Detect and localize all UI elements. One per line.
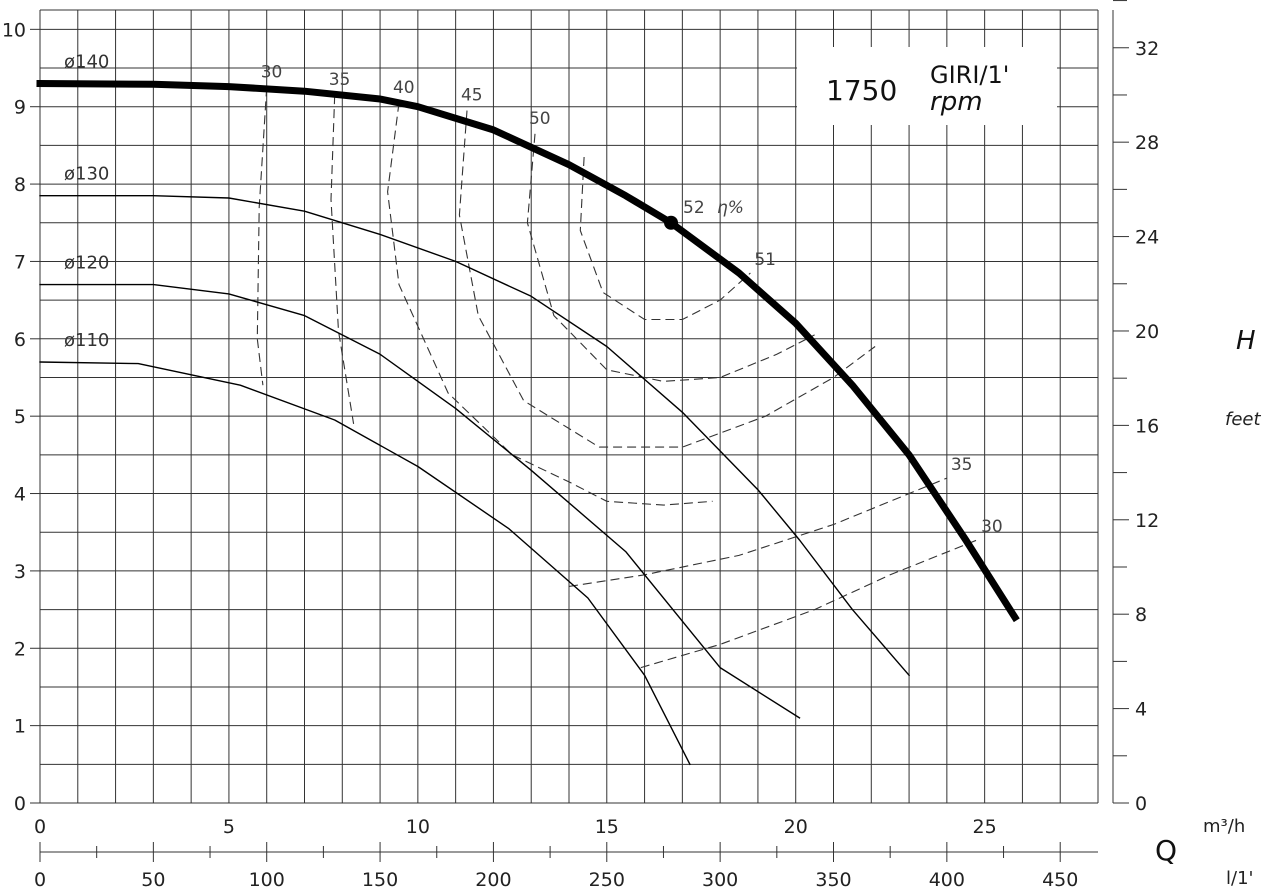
efficiency-curve-35 xyxy=(568,477,948,587)
y-tick-label-right: 32 xyxy=(1135,38,1159,60)
impeller-curve-d120 xyxy=(39,283,801,719)
efficiency-curve-45 xyxy=(458,110,876,448)
efficiency-curve-40 xyxy=(387,102,713,506)
y-tick-label-left: 8 xyxy=(14,174,26,196)
y-tick-label-left: 4 xyxy=(14,484,26,506)
x-tick-label-lmin: 400 xyxy=(929,869,965,891)
impeller-label: ø140 xyxy=(64,51,109,72)
x-axis-title: Q xyxy=(1155,834,1177,867)
efficiency-label-35: 35 xyxy=(951,455,973,475)
y-tick-label-right: 4 xyxy=(1135,699,1147,721)
efficiency-label-30: 30 xyxy=(981,517,1003,537)
efficiency-label-45: 45 xyxy=(461,86,483,106)
efficiency-label-30: 30 xyxy=(261,62,283,82)
efficiency-label-40: 40 xyxy=(393,78,415,98)
x-tick-label-lmin: 150 xyxy=(362,869,398,891)
x-tick-label-lmin: 50 xyxy=(141,869,165,891)
x-tick-label-m3h: 15 xyxy=(595,816,619,838)
efficiency-curve-30 xyxy=(640,539,978,669)
x-tick-label-m3h: 0 xyxy=(34,816,46,838)
x-tick-label-m3h: 25 xyxy=(973,816,997,838)
impeller-curve-d140 xyxy=(36,79,1020,623)
impeller-label: ø130 xyxy=(64,164,109,185)
x-tick-label-lmin: 250 xyxy=(589,869,625,891)
efficiency-label-51: 51 xyxy=(754,250,776,270)
y-tick-label-right: 24 xyxy=(1135,227,1159,249)
x-tick-label-m3h: 10 xyxy=(406,816,430,838)
x-tick-label-lmin: 350 xyxy=(815,869,851,891)
x-tick-label-lmin: 200 xyxy=(475,869,511,891)
speed-unit-top: GIRI/1' xyxy=(930,61,1009,89)
speed-value: 1750 xyxy=(826,74,897,107)
y-tick-label-left: 2 xyxy=(14,638,26,660)
efficiency-curve-51 xyxy=(579,156,751,321)
impeller-curve-d110 xyxy=(39,361,691,766)
efficiency-label-35: 35 xyxy=(329,70,351,90)
impeller-label: ø120 xyxy=(64,253,109,274)
y-tick-label-right: 28 xyxy=(1135,132,1159,154)
y-axis-right-title: H xyxy=(1236,326,1256,356)
y-tick-label-left: 1 xyxy=(14,716,26,738)
y-tick-label-right: 16 xyxy=(1135,415,1159,437)
efficiency-curve-35 xyxy=(330,95,355,424)
impeller-curve-d130 xyxy=(39,194,911,677)
speed-box-background xyxy=(797,47,1057,125)
speed-unit-bottom: rpm xyxy=(930,87,983,117)
y-tick-label-left: 9 xyxy=(14,97,26,119)
x-tick-label-m3h: 20 xyxy=(784,816,808,838)
efficiency-curve-30 xyxy=(256,87,268,386)
plot-grid xyxy=(39,9,1099,804)
y-tick-label-left: 6 xyxy=(14,329,26,351)
impeller-curves xyxy=(36,79,1020,766)
efficiency-curve-50 xyxy=(526,133,815,382)
y-tick-label-right: 0 xyxy=(1135,793,1147,815)
bep-label: 52 xyxy=(683,198,705,218)
y-tick-label-right: 12 xyxy=(1135,510,1159,532)
y-axis-right-unit: feet xyxy=(1225,409,1261,430)
x-tick-label-lmin: 0 xyxy=(34,869,46,891)
y-tick-label-left: 10 xyxy=(2,19,26,41)
y-tick-label-right: 8 xyxy=(1135,604,1147,626)
efficiency-symbol: η% xyxy=(717,198,744,218)
y-tick-label-left: 7 xyxy=(14,251,26,273)
y-tick-label-left: 3 xyxy=(14,561,26,583)
bep-point xyxy=(664,215,679,230)
x-tick-label-lmin: 100 xyxy=(249,869,285,891)
efficiency-label-50: 50 xyxy=(529,109,551,129)
x-axis-unit-top: m³/h xyxy=(1203,816,1245,837)
x-tick-label-m3h: 5 xyxy=(223,816,235,838)
x-tick-label-lmin: 450 xyxy=(1042,869,1078,891)
x-tick-label-lmin: 300 xyxy=(702,869,738,891)
chart-labels: ø140 ø130 ø120 ø110 52 η% xyxy=(64,51,744,351)
y-tick-label-left: 5 xyxy=(14,406,26,428)
efficiency-curves: 30 35 40 45 50 51 35 30 xyxy=(256,62,1003,669)
impeller-label: ø110 xyxy=(64,330,109,351)
speed-box: 1750 GIRI/1' rpm xyxy=(797,47,1057,125)
y-tick-label-left: 0 xyxy=(14,793,26,815)
x-axis-unit-bottom: l/1' xyxy=(1226,868,1253,889)
y-tick-label-right: 20 xyxy=(1135,321,1159,343)
